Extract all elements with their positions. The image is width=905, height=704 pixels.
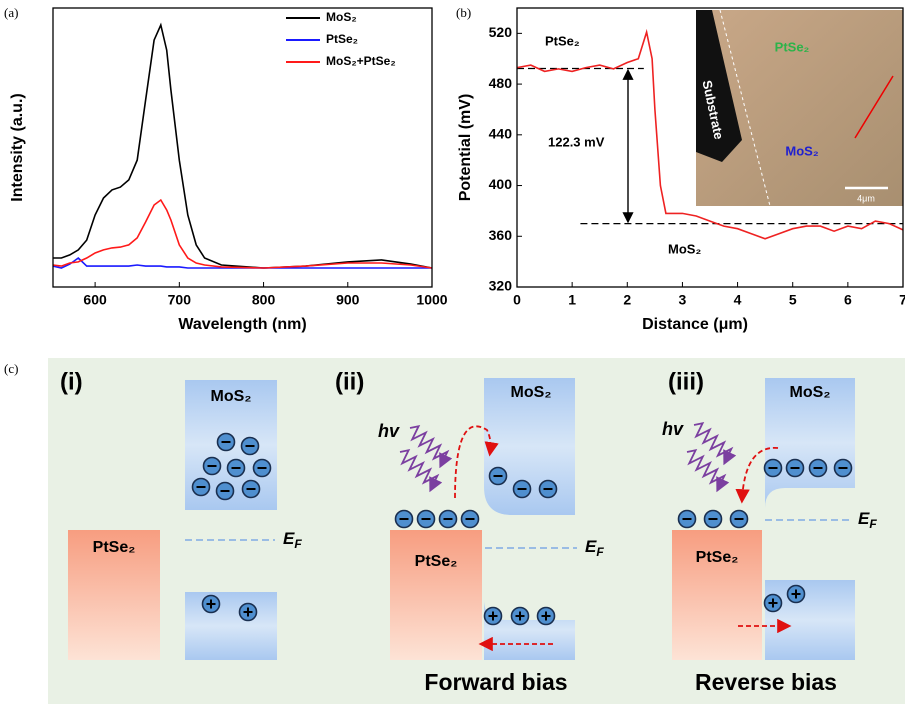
plot-frame bbox=[52, 7, 433, 288]
x-tick-label: 800 bbox=[252, 292, 276, 308]
y-axis-label: Intensity (a.u.) bbox=[9, 93, 26, 201]
ptse2-band bbox=[390, 530, 482, 660]
inset-label: PtSe₂ bbox=[775, 39, 810, 54]
y-tick-label: 400 bbox=[489, 176, 513, 192]
y-tick-label: 520 bbox=[489, 24, 513, 40]
x-axis-label: Wavelength (nm) bbox=[178, 316, 306, 333]
panel-label: (ii) bbox=[335, 368, 364, 395]
mos2-valence-band bbox=[185, 592, 277, 660]
photon-wave bbox=[399, 448, 443, 493]
y-tick-label: 360 bbox=[489, 227, 513, 243]
mos2-label: MoS₂ bbox=[211, 388, 252, 405]
x-tick-label: 2 bbox=[623, 292, 631, 308]
fermi-label-main: E bbox=[585, 537, 597, 556]
mos2-valence-band bbox=[484, 600, 575, 660]
mos2-label: MoS₂ bbox=[790, 384, 831, 401]
data-line bbox=[52, 256, 432, 269]
fermi-label: EF bbox=[858, 509, 877, 531]
x-tick-label: 1000 bbox=[416, 292, 447, 308]
fermi-label-sub: F bbox=[869, 517, 877, 531]
x-tick-label: 1 bbox=[568, 292, 576, 308]
fermi-label-sub: F bbox=[596, 545, 604, 559]
panel-label: (i) bbox=[60, 368, 83, 395]
legend-label: MoS₂ bbox=[326, 10, 357, 24]
legend-label: PtSe₂ bbox=[326, 32, 358, 46]
ptse2-label: PtSe₂ bbox=[415, 553, 458, 570]
mos2-label: MoS₂ bbox=[511, 384, 552, 401]
electron-transfer-arrow bbox=[454, 425, 499, 499]
y-tick-label: 320 bbox=[489, 278, 513, 294]
x-tick-label: 4 bbox=[734, 292, 742, 308]
x-tick-label: 700 bbox=[168, 292, 192, 308]
inset-label: MoS₂ bbox=[785, 143, 818, 158]
data-line bbox=[52, 198, 433, 269]
y-tick-label: 480 bbox=[489, 75, 513, 91]
y-axis-label: Potential (mV) bbox=[457, 94, 474, 202]
mos2-valence-band bbox=[765, 580, 855, 660]
y-tick-label: 440 bbox=[489, 126, 513, 142]
ptse2-band bbox=[672, 530, 762, 660]
photon-wave bbox=[686, 448, 730, 493]
bias-caption: Forward bias bbox=[424, 669, 567, 695]
annotation: PtSe₂ bbox=[545, 33, 580, 48]
annotation: MoS₂ bbox=[668, 241, 701, 256]
panel-label: (iii) bbox=[668, 368, 704, 395]
x-tick-label: 5 bbox=[789, 292, 797, 308]
fermi-label-main: E bbox=[283, 529, 295, 548]
inset-edge bbox=[719, 9, 771, 207]
x-tick-label: 600 bbox=[83, 292, 107, 308]
ptse2-label: PtSe₂ bbox=[93, 539, 136, 556]
ptse2-label: PtSe₂ bbox=[696, 549, 739, 566]
data-line bbox=[516, 28, 904, 240]
inset-label: 4μm bbox=[857, 193, 875, 203]
mos2-conduction-band bbox=[765, 378, 855, 508]
x-tick-label: 900 bbox=[336, 292, 360, 308]
photon-label: hv bbox=[662, 419, 684, 439]
panel-label: (a) bbox=[4, 5, 18, 20]
fermi-label: EF bbox=[585, 537, 604, 559]
x-tick-label: 0 bbox=[513, 292, 521, 308]
annotation: 122.3 mV bbox=[548, 134, 605, 149]
ptse2-band bbox=[68, 530, 160, 660]
photon-wave bbox=[693, 421, 737, 466]
x-tick-label: 6 bbox=[844, 292, 852, 308]
x-axis-label: Distance (μm) bbox=[642, 316, 748, 333]
bias-caption: Reverse bias bbox=[695, 669, 837, 695]
x-tick-label: 7 bbox=[899, 292, 905, 308]
fermi-label: EF bbox=[283, 529, 302, 551]
panel-label: (b) bbox=[456, 5, 471, 20]
panel-label: (c) bbox=[4, 361, 18, 376]
fermi-label-main: E bbox=[858, 509, 870, 528]
x-tick-label: 3 bbox=[679, 292, 687, 308]
inset-scan-line bbox=[854, 75, 894, 139]
legend-label: MoS₂+PtSe₂ bbox=[326, 54, 396, 68]
plot-frame bbox=[516, 7, 904, 288]
photon-label: hv bbox=[378, 421, 400, 441]
inset-substrate bbox=[696, 10, 742, 162]
photon-wave bbox=[409, 424, 453, 469]
fermi-label-sub: F bbox=[294, 537, 302, 551]
